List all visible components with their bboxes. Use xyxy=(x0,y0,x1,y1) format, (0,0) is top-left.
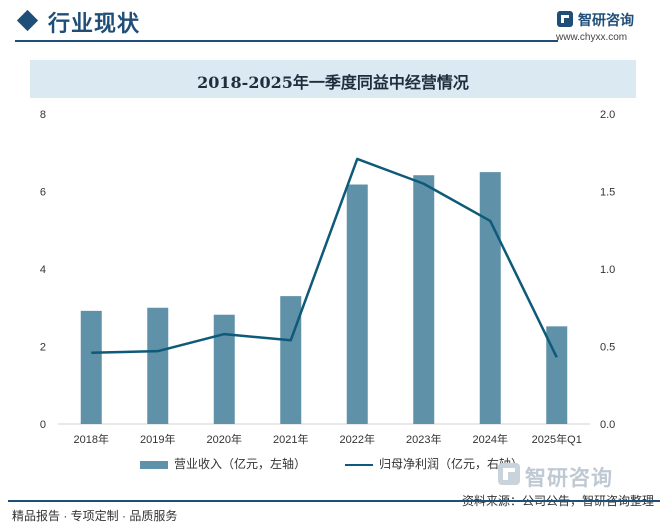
bar xyxy=(80,310,102,424)
y-right-tick-label: 2.0 xyxy=(600,109,615,121)
watermark-text: 智研咨询 xyxy=(525,467,613,490)
x-tick-label: 2019年 xyxy=(140,432,175,446)
header-divider xyxy=(15,40,558,42)
footer-text: 精品报告 · 专项定制 · 品质服务 xyxy=(12,509,178,523)
y-left-tick-label: 2 xyxy=(40,342,46,354)
legend-line-swatch xyxy=(345,463,373,466)
x-tick-label: 2024年 xyxy=(473,432,508,446)
bar xyxy=(479,172,501,424)
legend: 营业收入（亿元，左轴） 归母净利润（亿元，右轴） xyxy=(0,455,668,475)
logo-icon xyxy=(557,11,573,27)
y-right-tick-label: 1.5 xyxy=(600,187,615,199)
section-title: 行业现状 xyxy=(48,11,141,36)
profit-line xyxy=(91,157,558,358)
x-tick-label: 2018年 xyxy=(74,432,109,446)
bar xyxy=(147,307,169,424)
legend-label-profit: 归母净利润（亿元，右轴） xyxy=(379,457,524,471)
x-tick-label: 2020年 xyxy=(207,432,242,446)
bar xyxy=(413,175,435,424)
x-tick-label: 2021年 xyxy=(273,432,308,446)
y-left-tick-label: 8 xyxy=(40,109,46,121)
chart-title: 2018-2025年一季度同益中经营情况 xyxy=(197,73,469,92)
legend-item-profit: 归母净利润（亿元，右轴） xyxy=(345,455,523,472)
bar xyxy=(280,296,302,424)
footer-divider xyxy=(8,500,660,502)
y-left-tick-label: 6 xyxy=(40,187,46,199)
dual-axis-chart: 0 2 4 6 8 0.0 0.5 1.0 1.5 2.0 2018年 2019年 2020年 2021年… xyxy=(40,109,615,446)
header: 行业现状 智研咨询 www.chyxx.com xyxy=(0,0,668,48)
bar xyxy=(546,326,568,424)
footer: 精品报告 · 专项定制 · 品质服务 xyxy=(0,500,668,525)
y-left-tick-label: 4 xyxy=(40,264,46,276)
logo-url: www.chyxx.com xyxy=(556,32,628,43)
watermark-logo-icon xyxy=(498,463,520,485)
x-tick-label: 2025年Q1 xyxy=(532,432,582,446)
legend-item-revenue: 营业收入（亿元，左轴） xyxy=(140,455,306,472)
logo-name: 智研咨询 xyxy=(578,12,634,28)
x-tick-label: 2023年 xyxy=(406,432,441,446)
bar xyxy=(346,184,368,424)
legend-label-revenue: 营业收入（亿元，左轴） xyxy=(174,457,307,471)
bar xyxy=(213,314,235,424)
chart-title-band: 2018-2025年一季度同益中经营情况 xyxy=(30,60,636,98)
legend-bar-swatch xyxy=(140,460,168,469)
y-right-tick-label: 1.0 xyxy=(600,264,615,276)
x-tick-label: 2022年 xyxy=(340,432,375,446)
y-left-tick-label: 0 xyxy=(40,419,46,431)
y-right-tick-label: 0.5 xyxy=(600,342,615,354)
y-right-tick-label: 0.0 xyxy=(600,419,615,431)
brand-logo: 智研咨询 www.chyxx.com xyxy=(556,8,656,44)
